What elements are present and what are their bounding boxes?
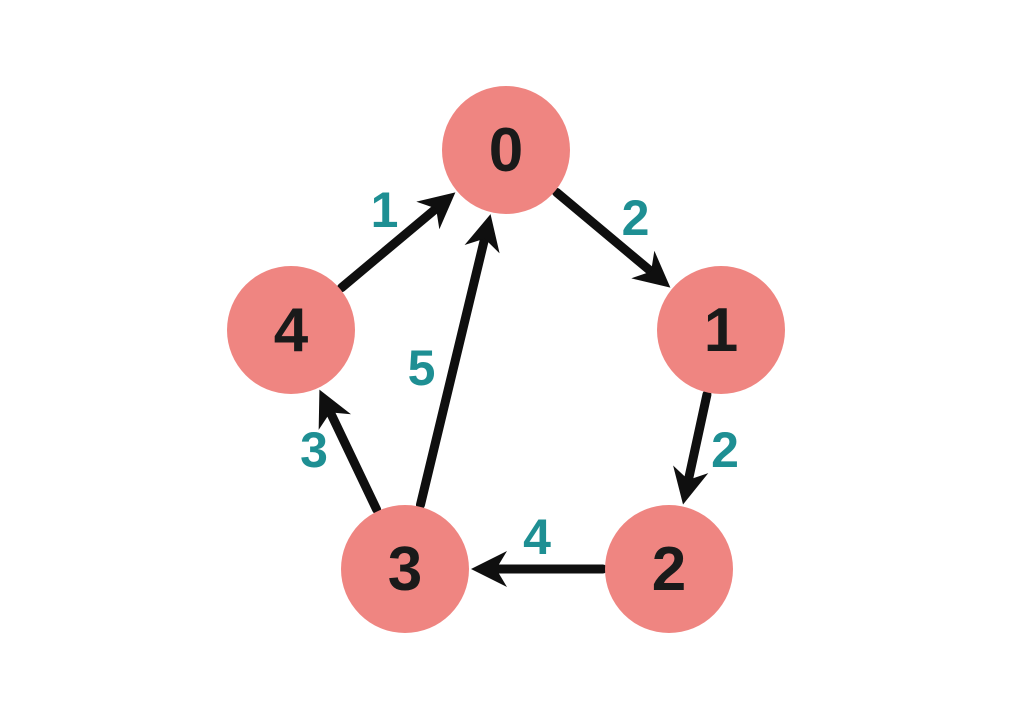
node-label: 3 [388,534,422,605]
graph-node-4: 4 [227,266,355,394]
edge-weight-label: 2 [622,189,650,247]
graph-node-2: 2 [605,505,733,633]
node-label: 2 [652,534,686,605]
node-label: 0 [489,115,523,186]
edge-weight-label: 4 [523,508,551,566]
graph-node-3: 3 [341,505,469,633]
graph-node-0: 0 [442,86,570,214]
graph-node-1: 1 [657,266,785,394]
node-label: 1 [704,295,738,366]
edge-n1-n2 [686,394,706,488]
edge-weight-label: 2 [711,421,739,479]
edge-weight-label: 3 [300,421,328,479]
edge-weight-label: 1 [371,181,399,239]
node-label: 4 [274,295,308,366]
graph-diagram: 01234 224315 [0,0,1024,727]
edge-weight-label: 5 [408,339,436,397]
edge-n3-n4 [326,404,376,509]
